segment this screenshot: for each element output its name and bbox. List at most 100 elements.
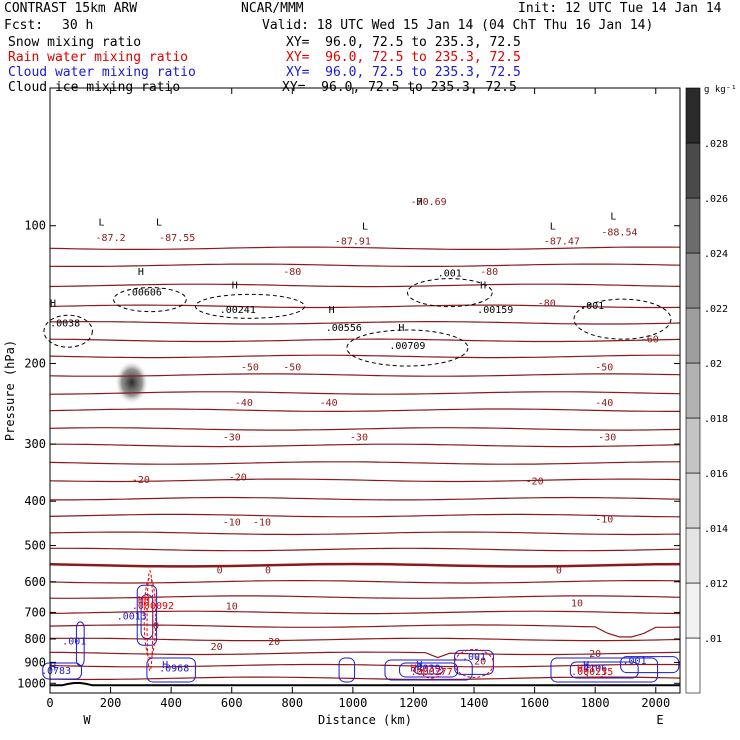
- x-tick-label: 1800: [581, 696, 610, 710]
- plot-frame: [49, 87, 681, 694]
- cloud-ice-contour: [43, 314, 93, 348]
- temperature-label: 20: [211, 642, 223, 653]
- colorbar-tick-label: .014: [704, 524, 728, 535]
- cloud-ice-label: H: [138, 267, 144, 278]
- colorbar-tick-label: .02: [704, 359, 722, 370]
- colorbar-tick-label: .026: [704, 194, 728, 205]
- colorbar-tick-label: .028: [704, 139, 728, 150]
- cloud-ice-label: .00556: [326, 323, 362, 334]
- y-tick-label: 500: [24, 539, 46, 553]
- temperature-isotherm: [49, 283, 681, 288]
- temperature-label: -40: [595, 398, 613, 409]
- init-time: Init: 12 UTC Tue 14 Jan 14: [518, 1, 722, 16]
- y-axis-label: Pressure (hPa): [3, 340, 17, 441]
- cloud-ice-label: L: [98, 218, 104, 229]
- temperature-isotherm: [49, 562, 681, 568]
- cloud-ice-label: H: [417, 197, 423, 208]
- model-title: CONTRAST 15km ARW: [4, 1, 138, 16]
- org-label: NCAR/MMM: [241, 1, 304, 16]
- cloud-ice-label: L: [550, 222, 556, 233]
- field-snow-name: Snow mixing ratio: [8, 35, 142, 50]
- cloud-water-label: .0783: [41, 666, 71, 677]
- cloud-ice-contour: [573, 298, 672, 340]
- colorbar-cell: [685, 582, 701, 639]
- rain-water-contour: [143, 577, 157, 659]
- rain-water-label: .000092: [132, 601, 174, 612]
- temperature-isotherm: [49, 320, 681, 325]
- field-rain-name: Rain water mixing ratio: [8, 50, 189, 65]
- x-tick-label: 1000: [338, 696, 367, 710]
- rain-water-contour: [146, 570, 154, 672]
- temperature-label: -50: [283, 362, 301, 373]
- temperature-label: -10: [253, 518, 271, 529]
- x-tick-label: 1400: [460, 696, 489, 710]
- cloud-ice-label: .001: [438, 268, 462, 279]
- field-snow-xy: XY= 96.0, 72.5 to 235.3, 72.5: [286, 35, 521, 50]
- rain-water-contours: [143, 570, 606, 679]
- x-tick-label: 1200: [399, 696, 428, 710]
- temperature-label: -30: [598, 433, 616, 444]
- colorbar-cell: [685, 527, 701, 584]
- cloud-water-contour: [146, 657, 196, 683]
- temperature-isotherm: [49, 651, 681, 659]
- cloud-ice-contour: [406, 278, 493, 308]
- cloud-ice-contours: [43, 278, 672, 367]
- temperature-label: -20: [526, 477, 544, 488]
- temperature-isotherm: [49, 263, 681, 267]
- temperature-isotherm: [49, 580, 681, 584]
- temperature-label: -60: [641, 335, 659, 346]
- colorbar-unit: g kg⁻¹: [704, 85, 737, 95]
- temperature-label: -10: [223, 518, 241, 529]
- temperature-isotherm: [49, 408, 680, 412]
- colorbar-tick-label: .012: [704, 579, 728, 590]
- temperature-label: 10: [226, 602, 238, 613]
- cloud-water-contour: [454, 649, 494, 675]
- cloud-ice-label: H: [329, 305, 335, 316]
- temperature-label: -20: [229, 472, 247, 483]
- temperature-label: -10: [595, 514, 613, 525]
- cloud-ice-label: .001: [580, 301, 604, 312]
- temperature-label: -20: [132, 475, 150, 486]
- y-tick-label: 100: [24, 219, 46, 233]
- cloud-water-label: .4106: [577, 663, 607, 674]
- fcst-value: 30 h: [62, 18, 94, 33]
- cloud-water-label: H: [162, 660, 168, 671]
- x-tick-label: 200: [100, 696, 122, 710]
- x-end-label-right: E: [656, 713, 663, 727]
- cloud-water-label: .0968: [159, 663, 189, 674]
- temperature-label: -70.69: [411, 197, 447, 208]
- field-cloudwater-xy: XY= 96.0, 72.5 to 235.3, 72.5: [286, 65, 521, 80]
- rain-water-contour: [585, 665, 606, 679]
- rain-water-label: .000277: [411, 667, 453, 678]
- temperature-label: 20: [589, 649, 601, 660]
- temperature-label: 10: [571, 599, 583, 610]
- cloud-water-label: .001: [462, 652, 486, 663]
- fcst-label: Fcst:: [4, 18, 44, 33]
- temperature-label: 0: [153, 621, 159, 632]
- y-tick-label: 200: [24, 356, 46, 370]
- rain-water-contour: [454, 648, 494, 678]
- temperature-label: -50: [595, 362, 613, 373]
- temperature-label: 0: [217, 565, 223, 576]
- temperature-isotherm: [49, 531, 681, 536]
- temperature-isotherm: [49, 595, 681, 599]
- temperature-label: 20: [268, 637, 280, 648]
- cloud-water-label: .001: [623, 656, 647, 667]
- y-tick-label: 800: [24, 632, 46, 646]
- colorbar-cell: [685, 197, 701, 254]
- cloud-water-contour: [384, 659, 473, 681]
- temperature-label: -87.47: [544, 237, 580, 248]
- temperature-label: 0: [556, 565, 562, 576]
- cloud-ice-contour: [194, 293, 305, 319]
- temperature-isotherm: [49, 624, 681, 638]
- y-tick-label: 700: [24, 605, 46, 619]
- rain-water-label: .000235: [571, 667, 613, 678]
- colorbar-cell: [685, 307, 701, 364]
- temperature-isotherm: [49, 461, 680, 465]
- cloud-water-label: H: [417, 660, 423, 671]
- temperature-label: -87.91: [335, 237, 371, 248]
- temperature-label: -80: [538, 298, 556, 309]
- colorbar-cell: [685, 87, 701, 144]
- cloud-ice-label: .00709: [389, 341, 425, 352]
